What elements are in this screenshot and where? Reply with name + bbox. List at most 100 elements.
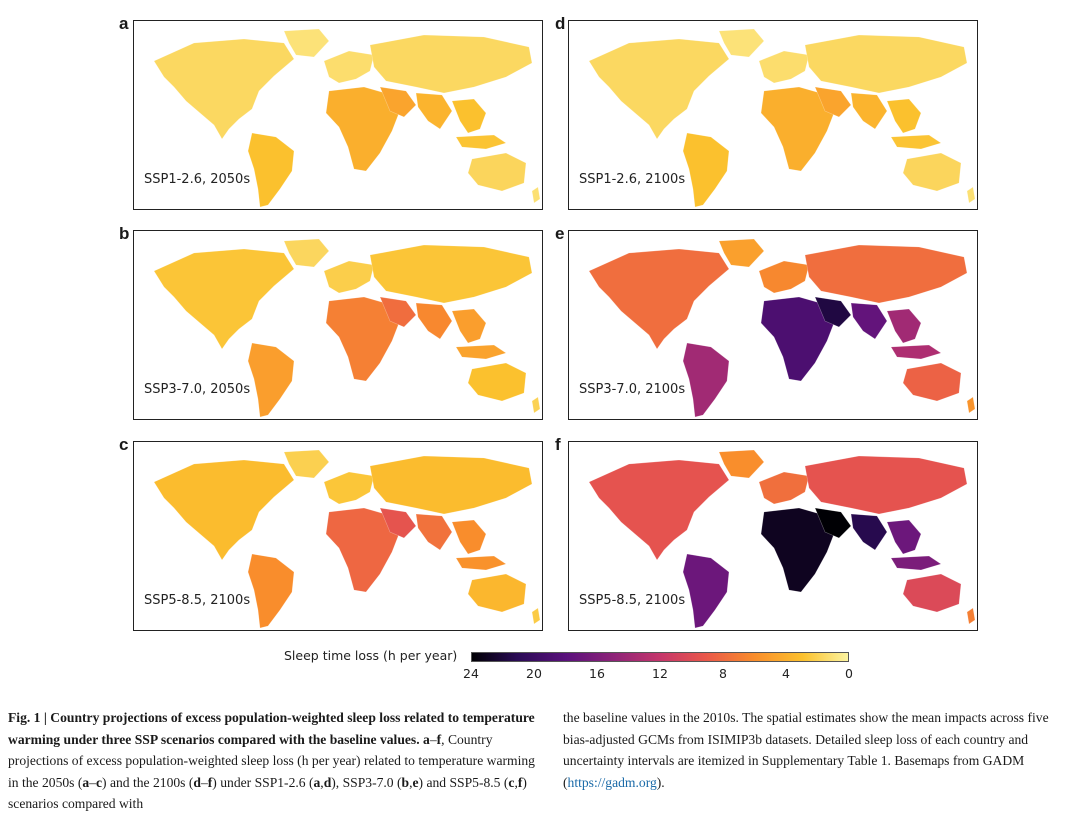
caption-ref: a — [82, 774, 90, 790]
region-south-asia — [415, 302, 453, 340]
region-south-asia — [415, 513, 453, 551]
caption-fig-label: Fig. 1 | — [8, 710, 47, 725]
caption-range-start: a — [423, 731, 430, 747]
caption-text: the baseline values in the 2010s. The sp… — [563, 710, 1049, 790]
region-australia — [902, 362, 962, 402]
map-panel-d: SSP1-2.6, 2100s — [568, 20, 978, 210]
region-new-zealand — [966, 396, 976, 414]
region-new-zealand — [531, 186, 541, 204]
map-panel-c: SSP5-8.5, 2100s — [133, 441, 543, 631]
region-southeast-asia — [886, 98, 922, 134]
colorbar — [471, 652, 849, 662]
caption-ref: f — [517, 774, 523, 790]
region-middle-east — [814, 86, 852, 118]
region-greenland — [283, 238, 330, 268]
caption-ref: c — [508, 774, 515, 790]
region-greenland — [718, 449, 765, 479]
region-south-asia — [850, 513, 888, 551]
caption-ref: d — [323, 774, 332, 790]
caption-ref: e — [412, 774, 419, 790]
colorbar-tick: 24 — [463, 666, 479, 681]
region-australia — [467, 152, 527, 192]
panel-letter-f: f — [555, 435, 561, 454]
region-south-asia — [415, 92, 453, 130]
world-map — [588, 238, 976, 418]
region-indonesia — [455, 344, 507, 360]
region-new-zealand — [966, 186, 976, 204]
region-europe — [323, 50, 375, 84]
region-europe — [758, 50, 810, 84]
region-south-asia — [850, 302, 888, 340]
region-south-america — [247, 132, 295, 208]
region-north-america — [153, 248, 295, 350]
region-new-zealand — [531, 396, 541, 414]
caption-text: ) under SSP1-2.6 ( — [212, 774, 314, 790]
region-north-america — [153, 459, 295, 561]
caption-text: ) and SSP5-8.5 ( — [418, 774, 509, 790]
region-south-america — [247, 553, 295, 629]
region-south-asia — [850, 92, 888, 130]
gadm-link[interactable]: https://gadm.org — [567, 774, 657, 790]
region-europe — [758, 260, 810, 294]
map-panel-f: SSP5-8.5, 2100s — [568, 441, 978, 631]
region-indonesia — [890, 134, 942, 150]
colorbar-tick: 4 — [782, 666, 790, 681]
region-southeast-asia — [886, 308, 922, 344]
map-panel-a: SSP1-2.6, 2050s — [133, 20, 543, 210]
region-indonesia — [455, 134, 507, 150]
caption-ref: b — [401, 774, 410, 790]
colorbar-tick: 8 — [719, 666, 727, 681]
region-russia-asia — [804, 34, 968, 94]
region-australia — [902, 573, 962, 613]
world-map — [588, 449, 976, 629]
caption-ref: c — [95, 774, 103, 790]
caption-sep: – — [89, 774, 96, 790]
region-indonesia — [890, 344, 942, 360]
caption-sep: , — [409, 774, 413, 790]
region-south-america — [247, 342, 295, 418]
colorbar-tick: 16 — [589, 666, 605, 681]
region-north-america — [588, 38, 730, 140]
map-panel-e: SSP3-7.0, 2100s — [568, 230, 978, 420]
colorbar-tick: 12 — [652, 666, 668, 681]
region-southeast-asia — [886, 519, 922, 555]
caption-sep: , — [320, 774, 324, 790]
colorbar-tick: 20 — [526, 666, 542, 681]
scenario-label: SSP5-8.5, 2100s — [144, 593, 251, 608]
caption-text: ), SSP3-7.0 ( — [331, 774, 402, 790]
panel-letter-d: d — [555, 14, 566, 33]
region-north-america — [588, 459, 730, 561]
region-europe — [758, 471, 810, 505]
region-middle-east — [379, 296, 417, 328]
world-map — [153, 28, 541, 208]
region-southeast-asia — [451, 308, 487, 344]
scenario-label: SSP1-2.6, 2050s — [144, 172, 251, 187]
region-russia-asia — [369, 244, 533, 304]
legend-title: Sleep time loss (h per year) — [284, 648, 458, 663]
panel-letter-c: c — [119, 435, 129, 454]
caption-ref: f — [207, 774, 213, 790]
caption-text: ) and the 2100s ( — [102, 774, 194, 790]
caption-text: ) scenarios compared with — [8, 774, 527, 812]
world-map — [588, 28, 976, 208]
region-middle-east — [379, 86, 417, 118]
scenario-label: SSP3-7.0, 2100s — [579, 382, 686, 397]
region-russia-asia — [369, 455, 533, 515]
region-middle-east — [379, 507, 417, 539]
region-greenland — [283, 28, 330, 58]
region-russia-asia — [804, 244, 968, 304]
scenario-label: SSP1-2.6, 2100s — [579, 172, 686, 187]
region-south-america — [682, 342, 730, 418]
region-south-america — [682, 553, 730, 629]
caption-title: Country projections of excess population… — [8, 710, 535, 747]
world-map — [153, 449, 541, 629]
region-europe — [323, 260, 375, 294]
region-australia — [467, 573, 527, 613]
map-panel-b: SSP3-7.0, 2050s — [133, 230, 543, 420]
region-australia — [467, 362, 527, 402]
figure-caption-left: Fig. 1 | Country projections of excess p… — [8, 710, 535, 812]
scenario-label: SSP5-8.5, 2100s — [579, 593, 686, 608]
colorbar-ticks: 24 20 16 12 8 4 0 — [463, 666, 857, 682]
region-australia — [902, 152, 962, 192]
region-indonesia — [890, 555, 942, 571]
